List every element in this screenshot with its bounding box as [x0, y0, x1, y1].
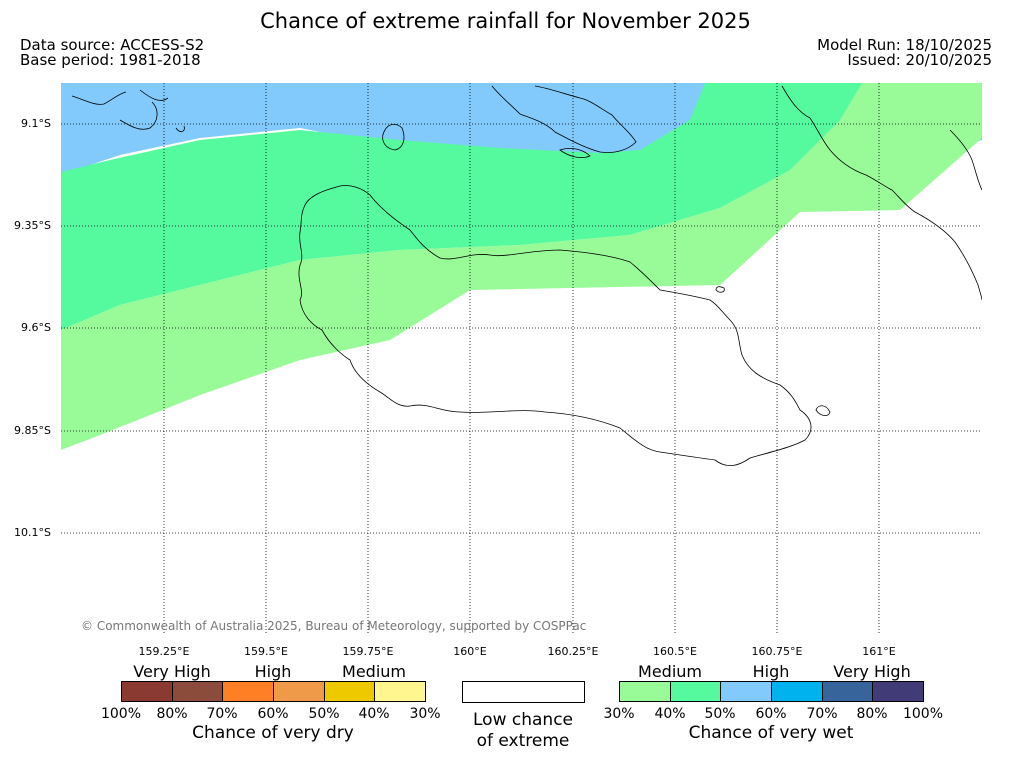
- model-run: Model Run: 18/10/2025: [817, 36, 992, 54]
- zone-medium-high-wet: [61, 83, 862, 330]
- dry-tick: 50%: [308, 706, 340, 722]
- wet-category-medium: Medium: [638, 662, 702, 681]
- issued-date: Issued: 20/10/2025: [847, 51, 992, 69]
- map-canvas: [61, 83, 982, 634]
- wet-tick: 60%: [755, 706, 787, 722]
- base-period: Base period: 1981-2018: [20, 51, 201, 69]
- wet-swatch: [670, 682, 722, 701]
- dry-swatch: [274, 682, 325, 701]
- lon-label: 159.75°E: [342, 645, 394, 658]
- dry-swatch: [223, 682, 275, 701]
- wet-caption: Chance of very wet: [688, 723, 854, 743]
- lon-label: 160.75°E: [751, 645, 803, 658]
- wet-swatch: [721, 682, 773, 701]
- model-run-block: Model Run: 18/10/2025 Issued: 20/10/2025: [817, 38, 992, 68]
- lat-label: 9.35°S: [14, 219, 51, 232]
- dry-swatch: [172, 682, 224, 701]
- lat-label: 9.1°S: [21, 117, 51, 130]
- lon-label: 161°E: [862, 645, 896, 658]
- wet-swatch: [772, 682, 823, 701]
- dry-tick: 80%: [156, 706, 188, 722]
- low-chance-line1: Low chance: [473, 710, 573, 730]
- low-chance-swatch: [462, 681, 585, 703]
- lon-label: 160°E: [453, 645, 487, 658]
- wet-tick: 70%: [806, 706, 838, 722]
- dry-swatch: [375, 682, 426, 701]
- low-chance-line2: of extreme: [476, 731, 570, 751]
- coastlines: [71, 85, 982, 467]
- lon-label: 160.25°E: [547, 645, 599, 658]
- lon-label: 160.5°E: [653, 645, 697, 658]
- lon-label: 159.25°E: [138, 645, 190, 658]
- wet-category-very-high: Very High: [833, 662, 911, 681]
- dry-tick: 40%: [358, 706, 390, 722]
- small-island-east: [815, 405, 831, 416]
- dry-tick: 100%: [100, 706, 142, 722]
- florida-island-coast: [382, 124, 405, 151]
- dry-tick: 30%: [409, 706, 441, 722]
- wet-tick: 30%: [603, 706, 635, 722]
- wet-swatch: [822, 682, 874, 701]
- western-islands-coast: [71, 89, 185, 132]
- lat-label: 10.1°S: [14, 526, 51, 539]
- wet-tick: 100%: [902, 706, 944, 722]
- low-chance-label: Low chance of extreme: [473, 710, 573, 752]
- dry-swatch: [324, 682, 376, 701]
- nggela-coast: [491, 85, 637, 153]
- dry-caption: Chance of very dry: [192, 723, 354, 743]
- wet-tick: 80%: [856, 706, 888, 722]
- graticule: [61, 83, 982, 634]
- data-source: Data source: ACCESS-S2: [20, 36, 205, 54]
- lat-label: 9.6°S: [21, 321, 51, 334]
- dry-tick: 70%: [206, 706, 238, 722]
- malaita-coast: [781, 85, 982, 301]
- savo-coast: [559, 148, 591, 158]
- wet-tick: 50%: [704, 706, 736, 722]
- dry-category-high: High: [254, 662, 292, 681]
- small-island-south: [715, 286, 725, 293]
- dry-category-very-high: Very High: [133, 662, 211, 681]
- dry-swatch: [122, 682, 173, 701]
- lon-label: 159.5°E: [244, 645, 288, 658]
- dry-category-medium: Medium: [342, 662, 406, 681]
- wet-swatch: [873, 682, 924, 701]
- wet-tick: 40%: [654, 706, 686, 722]
- guadalcanal-coast: [298, 185, 812, 467]
- map-title: Chance of extreme rainfall for November …: [260, 9, 751, 33]
- copyright-notice: © Commonwealth of Australia 2025, Bureau…: [81, 619, 587, 633]
- dry-colorbar: [121, 681, 426, 702]
- wet-colorbar: [619, 681, 924, 702]
- wet-category-high: High: [752, 662, 790, 681]
- lat-label: 9.85°S: [14, 424, 51, 437]
- malaita-east-coast: [949, 129, 982, 191]
- wet-swatch: [620, 682, 671, 701]
- data-source-block: Data source: ACCESS-S2 Base period: 1981…: [20, 38, 204, 68]
- zone-medium-wet: [61, 83, 982, 450]
- dry-tick: 60%: [257, 706, 289, 722]
